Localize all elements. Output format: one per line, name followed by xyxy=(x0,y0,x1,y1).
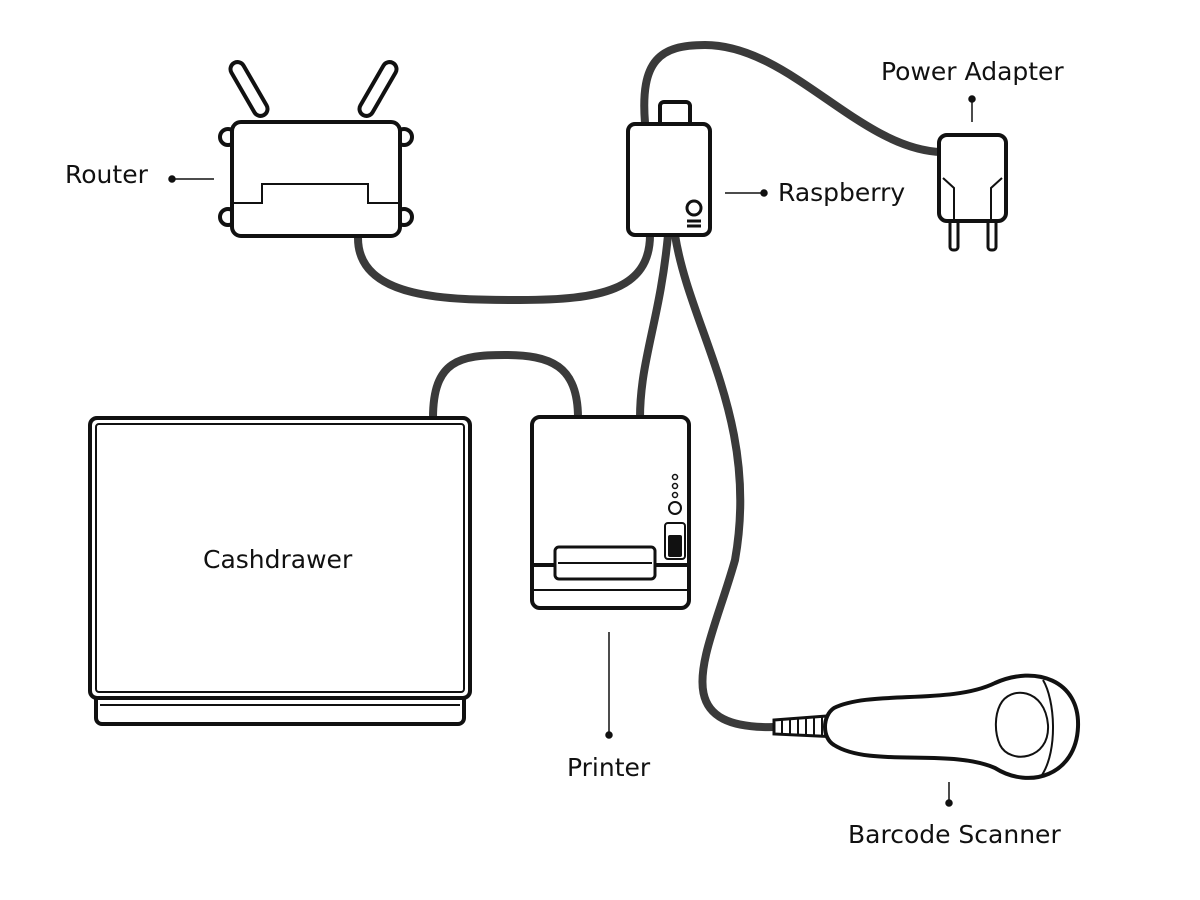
cable-raspberry-power-adapter xyxy=(640,40,946,156)
barcode-scanner-device xyxy=(772,673,1081,780)
printer-indicator-1 xyxy=(671,473,679,481)
cable-raspberry-scanner xyxy=(671,231,779,732)
label-printer: Printer xyxy=(567,753,651,782)
cable-cashdrawer-printer xyxy=(429,350,582,422)
scanner-grip-ribs xyxy=(781,715,831,737)
cashdrawer-body xyxy=(88,416,472,700)
label-router: Router xyxy=(65,160,149,189)
label-raspberry: Raspberry xyxy=(778,178,905,207)
scanner-head-outline xyxy=(1041,679,1054,776)
scanner-handle xyxy=(823,673,1081,780)
label-cashdrawer: Cashdrawer xyxy=(203,545,353,574)
raspberry-body xyxy=(626,122,712,237)
scanner-window xyxy=(994,691,1050,758)
power-adapter-detail xyxy=(942,177,1003,219)
router-antenna-right xyxy=(357,60,399,118)
printer-indicator-3 xyxy=(671,491,679,499)
printer-power-button xyxy=(668,501,682,515)
raspberry-led-icon xyxy=(685,199,703,217)
power-adapter-device xyxy=(937,133,1008,252)
router-antenna-left xyxy=(228,60,270,118)
cable-raspberry-printer xyxy=(636,231,672,422)
printer-side-button-inner xyxy=(668,535,682,557)
power-adapter-body xyxy=(937,133,1008,223)
router-front-panel xyxy=(234,183,398,204)
router-body xyxy=(230,120,402,238)
printer-indicator-2 xyxy=(671,482,679,490)
cable-router-raspberry xyxy=(354,231,654,305)
cables xyxy=(354,40,946,732)
router-device xyxy=(218,60,414,238)
label-power-adapter: Power Adapter xyxy=(881,57,1064,86)
cashdrawer-device xyxy=(88,416,472,726)
cashdrawer-inner xyxy=(95,423,465,693)
leader-lines xyxy=(168,95,976,807)
label-barcode-scanner: Barcode Scanner xyxy=(848,820,1061,849)
raspberry-device xyxy=(626,100,712,237)
printer-device xyxy=(530,415,691,610)
